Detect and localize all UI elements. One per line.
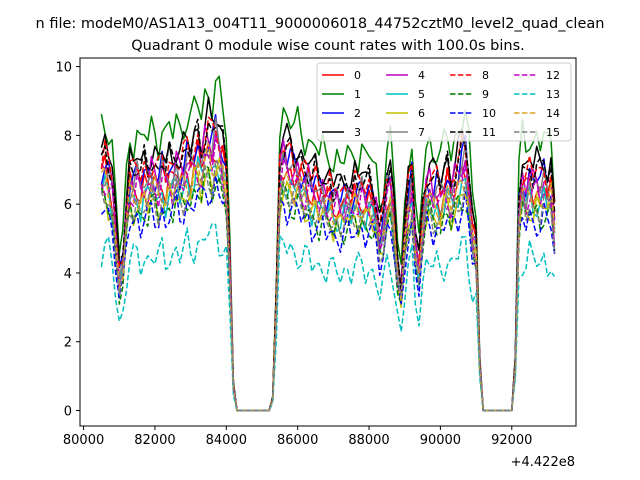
x-tick-label: 88000 xyxy=(348,433,389,448)
legend-label-10: 10 xyxy=(482,107,496,120)
chart-title: Quadrant 0 module wise count rates with … xyxy=(131,38,525,54)
legend-label-12: 12 xyxy=(546,69,560,82)
legend-label-4: 4 xyxy=(418,69,425,82)
figure-suptitle: n file: modeM0/AS1A13_004T11_9000006018_… xyxy=(36,16,605,32)
plot-frame xyxy=(79,57,577,427)
legend-label-5: 5 xyxy=(418,88,425,101)
x-tick-label: 92000 xyxy=(491,433,532,448)
series-line-10 xyxy=(100,174,556,412)
legend-label-7: 7 xyxy=(418,126,425,139)
legend-label-11: 11 xyxy=(482,126,496,139)
legend-label-0: 0 xyxy=(354,69,361,82)
x-tick-label: 84000 xyxy=(206,433,247,448)
legend-label-15: 15 xyxy=(546,126,560,139)
x-tick-label: 90000 xyxy=(420,433,461,448)
x-tick-label: 82000 xyxy=(134,433,175,448)
legend-label-13: 13 xyxy=(546,88,560,101)
legend-label-1: 1 xyxy=(354,88,361,101)
y-tick-label: 10 xyxy=(55,61,72,76)
y-tick-label: 8 xyxy=(64,129,72,144)
series-line-8 xyxy=(100,116,556,412)
series-layer xyxy=(100,75,556,412)
x-axis: 80000 82000 84000 86000 88000 90000 92000 xyxy=(63,426,532,448)
legend-label-14: 14 xyxy=(546,107,560,120)
x-offset-label: +4.422e8 xyxy=(511,455,575,470)
series-line-15 xyxy=(100,158,556,412)
series-line-11 xyxy=(100,118,556,412)
legend-label-2: 2 xyxy=(354,107,361,120)
y-axis: 0 2 4 6 8 10 xyxy=(55,61,80,420)
legend-label-3: 3 xyxy=(354,126,361,139)
y-tick-label: 2 xyxy=(64,336,72,351)
y-tick-label: 4 xyxy=(64,267,72,282)
legend-label-8: 8 xyxy=(482,69,489,82)
y-tick-label: 6 xyxy=(64,198,72,213)
legend-frame xyxy=(316,62,572,142)
x-tick-label: 80000 xyxy=(63,433,104,448)
x-tick-label: 86000 xyxy=(277,433,318,448)
legend-label-9: 9 xyxy=(482,88,489,101)
legend-label-6: 6 xyxy=(418,107,425,120)
y-tick-label: 0 xyxy=(64,405,72,420)
